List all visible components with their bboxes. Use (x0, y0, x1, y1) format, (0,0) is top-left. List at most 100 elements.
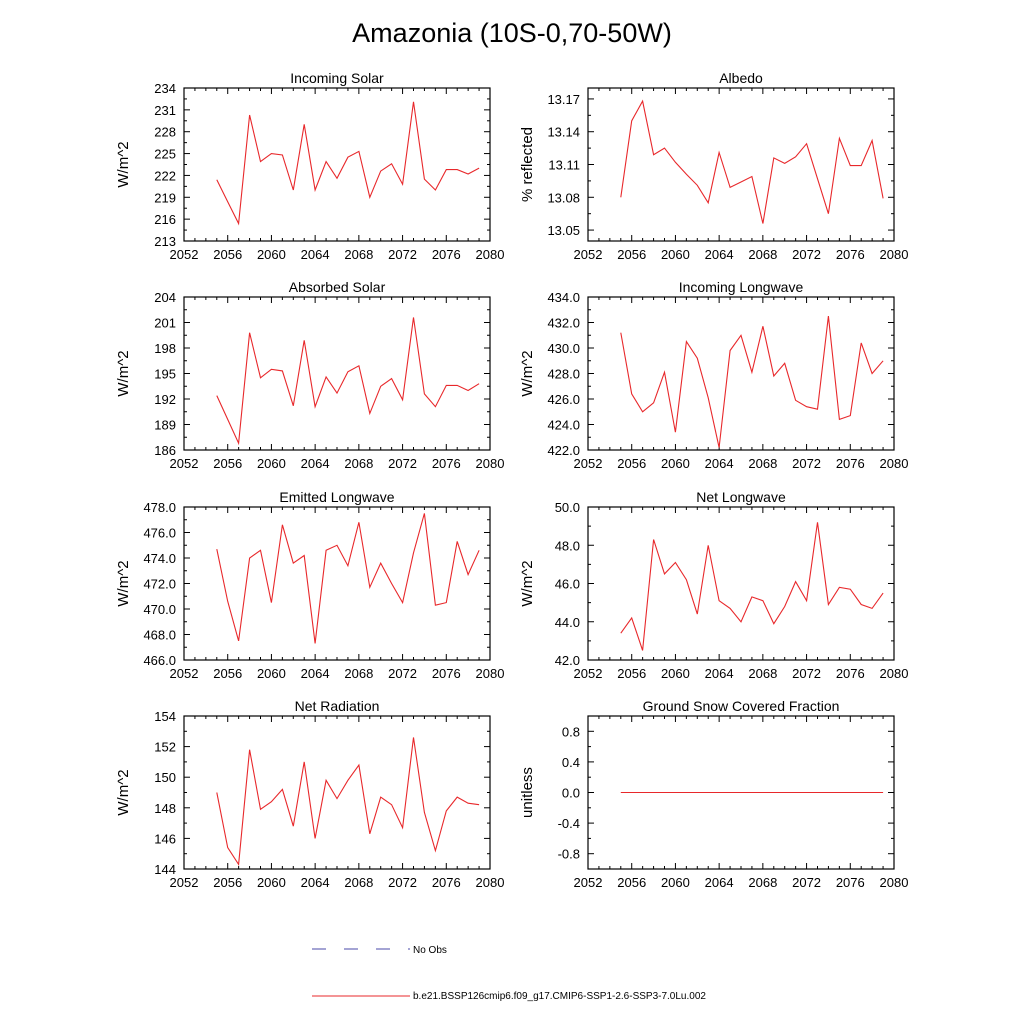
plot-frame (587, 296, 895, 451)
x-tick-label: 2064 (705, 875, 734, 890)
panel-title: Incoming Solar (290, 70, 384, 86)
y-tick-label: 189 (154, 418, 176, 433)
panel-title: Emitted Longwave (279, 489, 394, 505)
x-tick-label: 2060 (257, 247, 286, 262)
y-tick-label: 422.0 (547, 443, 580, 458)
x-tick-label: 2076 (432, 456, 461, 471)
x-tick-label: 2068 (748, 666, 777, 681)
x-tick-label: 2056 (617, 666, 646, 681)
y-tick-label: 13.14 (547, 125, 580, 140)
y-tick-label: 50.0 (555, 500, 580, 515)
y-axis-label: W/m^2 (519, 350, 536, 396)
x-tick-label: 2072 (388, 666, 417, 681)
y-tick-label: 234 (154, 81, 176, 96)
x-tick-label: 2068 (748, 875, 777, 890)
x-tick-label: 2072 (792, 875, 821, 890)
legend: No Obs b.e21.BSSP126cmip6.f09_g17.CMIP6-S… (312, 945, 706, 1002)
y-tick-label: 476.0 (143, 526, 176, 541)
y-axis-label: W/m^2 (115, 769, 132, 815)
y-tick-label: 44.0 (555, 615, 580, 630)
y-tick-label: 428.0 (547, 367, 580, 382)
series-line (620, 522, 884, 651)
y-axis-label: W/m^2 (115, 560, 132, 606)
y-tick-label: 478.0 (143, 500, 176, 515)
series-line (216, 101, 480, 226)
x-tick-label: 2080 (476, 247, 505, 262)
y-axis-label: W/m^2 (115, 141, 132, 187)
panel-3: Incoming Longwave W/m^2 2052 2056 2060 2064 20… (519, 279, 908, 471)
y-tick-label: 228 (154, 125, 176, 140)
x-tick-label: 2056 (617, 875, 646, 890)
y-tick-label: 154 (154, 709, 176, 724)
panel-title: Net Radiation (295, 698, 380, 714)
y-tick-label: 192 (154, 392, 176, 407)
y-tick-label: 424.0 (547, 418, 580, 433)
y-tick-label: 222 (154, 168, 176, 183)
panel-title: Incoming Longwave (679, 279, 804, 295)
y-tick-label: -0.8 (558, 847, 580, 862)
y-tick-label: 46.0 (555, 577, 580, 592)
x-tick-label: 2072 (792, 666, 821, 681)
x-tick-label: 2068 (344, 666, 373, 681)
panel-0: Incoming Solar W/m^2 2052 2056 2060 2064 2068 2… (115, 70, 504, 262)
x-tick-label: 2052 (574, 456, 603, 471)
y-tick-label: 195 (154, 367, 176, 382)
y-tick-label: 150 (154, 770, 176, 785)
y-tick-label: 13.05 (547, 223, 580, 238)
y-axis-label: W/m^2 (519, 560, 536, 606)
y-tick-label: 0.8 (562, 724, 580, 739)
plot-frame (587, 87, 895, 242)
y-tick-label: 432.0 (547, 316, 580, 331)
x-tick-label: 2060 (257, 875, 286, 890)
panels: Incoming Solar W/m^2 2052 2056 2060 2064 2068 2… (115, 70, 908, 890)
y-axis-label: W/m^2 (115, 350, 132, 396)
x-tick-label: 2056 (213, 456, 242, 471)
x-tick-label: 2068 (344, 456, 373, 471)
x-tick-label: 2076 (836, 247, 865, 262)
y-tick-label: 472.0 (143, 577, 176, 592)
y-tick-label: 48.0 (555, 538, 580, 553)
x-tick-label: 2068 (344, 247, 373, 262)
x-tick-label: 2064 (705, 247, 734, 262)
panel-5: Net Longwave W/m^2 2052 2056 2060 2064 2068 207… (519, 489, 908, 681)
x-tick-label: 2080 (880, 875, 909, 890)
y-axis-label: % reflected (519, 127, 536, 202)
x-tick-label: 2060 (257, 666, 286, 681)
y-tick-label: 148 (154, 801, 176, 816)
x-tick-label: 2052 (574, 247, 603, 262)
x-tick-label: 2060 (661, 456, 690, 471)
y-tick-label: 216 (154, 212, 176, 227)
x-tick-label: 2076 (432, 247, 461, 262)
plot-frame (183, 87, 491, 242)
x-tick-label: 2056 (617, 247, 646, 262)
y-tick-label: -0.4 (558, 816, 580, 831)
y-tick-label: 466.0 (143, 653, 176, 668)
x-tick-label: 2060 (661, 247, 690, 262)
x-tick-label: 2056 (213, 875, 242, 890)
y-tick-label: 434.0 (547, 290, 580, 305)
x-tick-label: 2064 (301, 666, 330, 681)
x-tick-label: 2060 (661, 666, 690, 681)
x-tick-label: 2056 (213, 247, 242, 262)
x-tick-label: 2064 (705, 666, 734, 681)
series-line (216, 737, 480, 867)
y-tick-label: 152 (154, 740, 176, 755)
plot-frame (183, 506, 491, 661)
x-tick-label: 2064 (705, 456, 734, 471)
x-tick-label: 2052 (170, 875, 199, 890)
panel-title: Absorbed Solar (289, 279, 386, 295)
x-tick-label: 2068 (748, 456, 777, 471)
legend-model-label: b.e21.BSSP126cmip6.f09_g17.CMIP6-SSP1-2.… (413, 991, 706, 1002)
panel-1: Albedo % reflected 2052 2056 2060 2064 2068 207… (519, 70, 908, 262)
x-tick-label: 2076 (432, 666, 461, 681)
y-tick-label: 13.08 (547, 190, 580, 205)
y-tick-label: 42.0 (555, 653, 580, 668)
y-tick-label: 219 (154, 190, 176, 205)
series-line (620, 316, 884, 448)
x-tick-label: 2052 (170, 247, 199, 262)
x-tick-label: 2072 (388, 247, 417, 262)
x-tick-label: 2072 (792, 247, 821, 262)
panel-title: Albedo (719, 70, 763, 86)
x-tick-label: 2064 (301, 875, 330, 890)
y-tick-label: 231 (154, 103, 176, 118)
